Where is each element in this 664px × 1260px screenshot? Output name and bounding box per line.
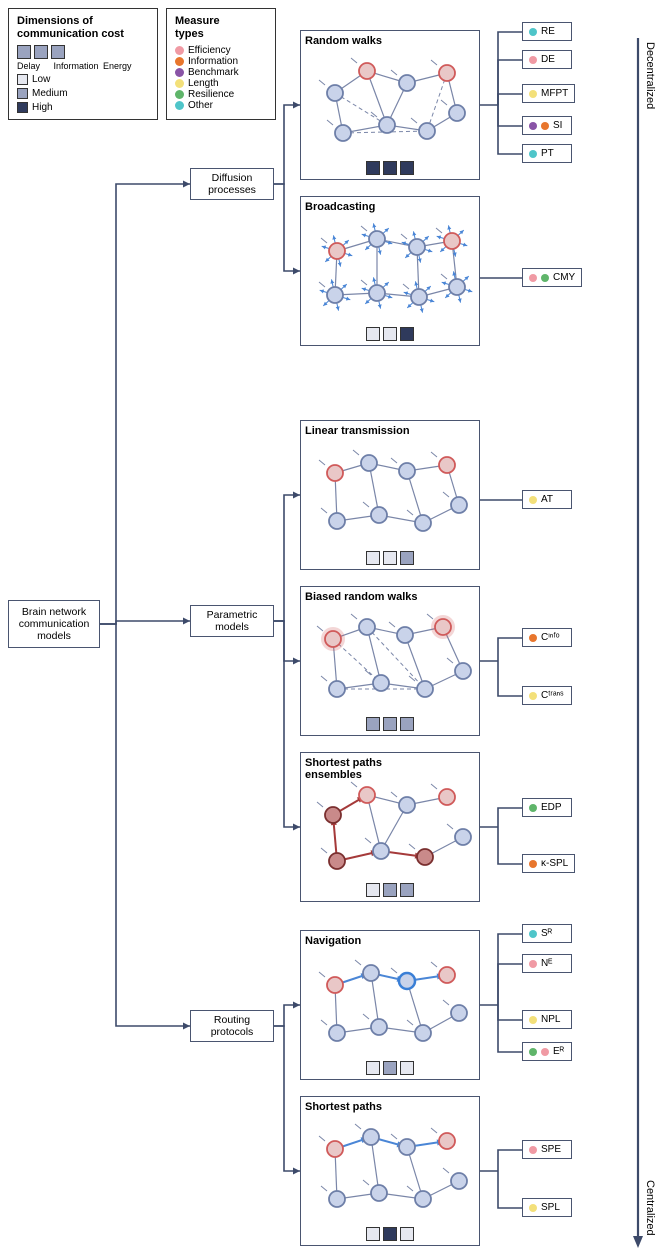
panel-sp: Shortest paths bbox=[300, 1096, 480, 1246]
legend-dimensions: Dimensions ofcommunication cost Delay In… bbox=[8, 8, 158, 120]
measure-cmy: CMY bbox=[522, 268, 582, 287]
measure-npl: NPL bbox=[522, 1010, 572, 1029]
axis-label-bottom: Centralized bbox=[644, 1180, 656, 1236]
measure-eᴿ: Eᴿ bbox=[522, 1042, 572, 1061]
panel-graph bbox=[307, 219, 475, 319]
panel-graph bbox=[307, 1119, 475, 1219]
panel-bc: Broadcasting bbox=[300, 196, 480, 346]
dim-sq-info bbox=[34, 45, 48, 59]
mid-box-routing: Routingprotocols bbox=[190, 1010, 274, 1042]
panel-cost-row bbox=[301, 327, 479, 341]
legend-measure-type: Benchmark bbox=[175, 67, 267, 78]
legend-measures: Measuretypes EfficiencyInformationBenchm… bbox=[166, 8, 276, 120]
panel-rw: Random walks bbox=[300, 30, 480, 180]
measure-edp: EDP bbox=[522, 798, 572, 817]
panel-graph bbox=[307, 609, 475, 709]
panel-graph bbox=[307, 775, 475, 875]
measure-κ-spl: κ-SPL bbox=[522, 854, 575, 873]
measure-sᴿ: Sᴿ bbox=[522, 924, 572, 943]
legend-dim-squares bbox=[17, 45, 149, 59]
legend-measure-type: Information bbox=[175, 56, 267, 67]
axis-label-top: Decentralized bbox=[644, 42, 656, 109]
panel-title: Biased random walks bbox=[305, 591, 475, 603]
legend-measure-type: Resilience bbox=[175, 89, 267, 100]
legend-level: High bbox=[17, 102, 149, 113]
legend-measure-title: Measuretypes bbox=[175, 15, 267, 41]
measure-si: SI bbox=[522, 116, 572, 135]
panel-cost-row bbox=[301, 717, 479, 731]
legend-measure-type: Efficiency bbox=[175, 45, 267, 56]
panel-title: Broadcasting bbox=[305, 201, 475, 213]
legend-dim-title: Dimensions ofcommunication cost bbox=[17, 15, 149, 41]
measure-pt: PT bbox=[522, 144, 572, 163]
panel-cost-row bbox=[301, 1227, 479, 1241]
panel-title: Random walks bbox=[305, 35, 475, 47]
panel-lt: Linear transmission bbox=[300, 420, 480, 570]
panel-graph bbox=[307, 953, 475, 1053]
legend-measure-type: Other bbox=[175, 100, 267, 111]
legend-dim-axis-labels: Delay Information Energy bbox=[17, 61, 149, 71]
panel-title: Shortest paths bbox=[305, 1101, 475, 1113]
measure-de: DE bbox=[522, 50, 572, 69]
legend-level: Medium bbox=[17, 88, 149, 99]
panel-cost-row bbox=[301, 161, 479, 175]
panel-brw: Biased random walks bbox=[300, 586, 480, 736]
dim-sq-delay bbox=[17, 45, 31, 59]
measure-at: AT bbox=[522, 490, 572, 509]
mid-box-parametric: Parametricmodels bbox=[190, 605, 274, 637]
measure-cᵗʳᵃⁿˢ: Cᵗʳᵃⁿˢ bbox=[522, 686, 572, 705]
measure-mfpt: MFPT bbox=[522, 84, 575, 103]
panel-cost-row bbox=[301, 1061, 479, 1075]
panel-graph bbox=[307, 443, 475, 543]
measure-spl: SPL bbox=[522, 1198, 572, 1217]
dim-sq-energy bbox=[51, 45, 65, 59]
measure-nᴱ: Nᴱ bbox=[522, 954, 572, 973]
legend-level: Low bbox=[17, 74, 149, 85]
panel-cost-row bbox=[301, 551, 479, 565]
panel-title: Linear transmission bbox=[305, 425, 475, 437]
root-box: Brain networkcommunicationmodels bbox=[8, 600, 100, 648]
measure-cᶦⁿᶠᵒ: Cᶦⁿᶠᵒ bbox=[522, 628, 572, 647]
panel-graph bbox=[307, 53, 475, 153]
legend-measure-type: Length bbox=[175, 78, 267, 89]
mid-box-diffusion: Diffusionprocesses bbox=[190, 168, 274, 200]
panel-cost-row bbox=[301, 883, 479, 897]
panel-title: Navigation bbox=[305, 935, 475, 947]
panel-spe: Shortest pathsensembles bbox=[300, 752, 480, 902]
measure-spe: SPE bbox=[522, 1140, 572, 1159]
measure-re: RE bbox=[522, 22, 572, 41]
panel-nav: Navigation bbox=[300, 930, 480, 1080]
